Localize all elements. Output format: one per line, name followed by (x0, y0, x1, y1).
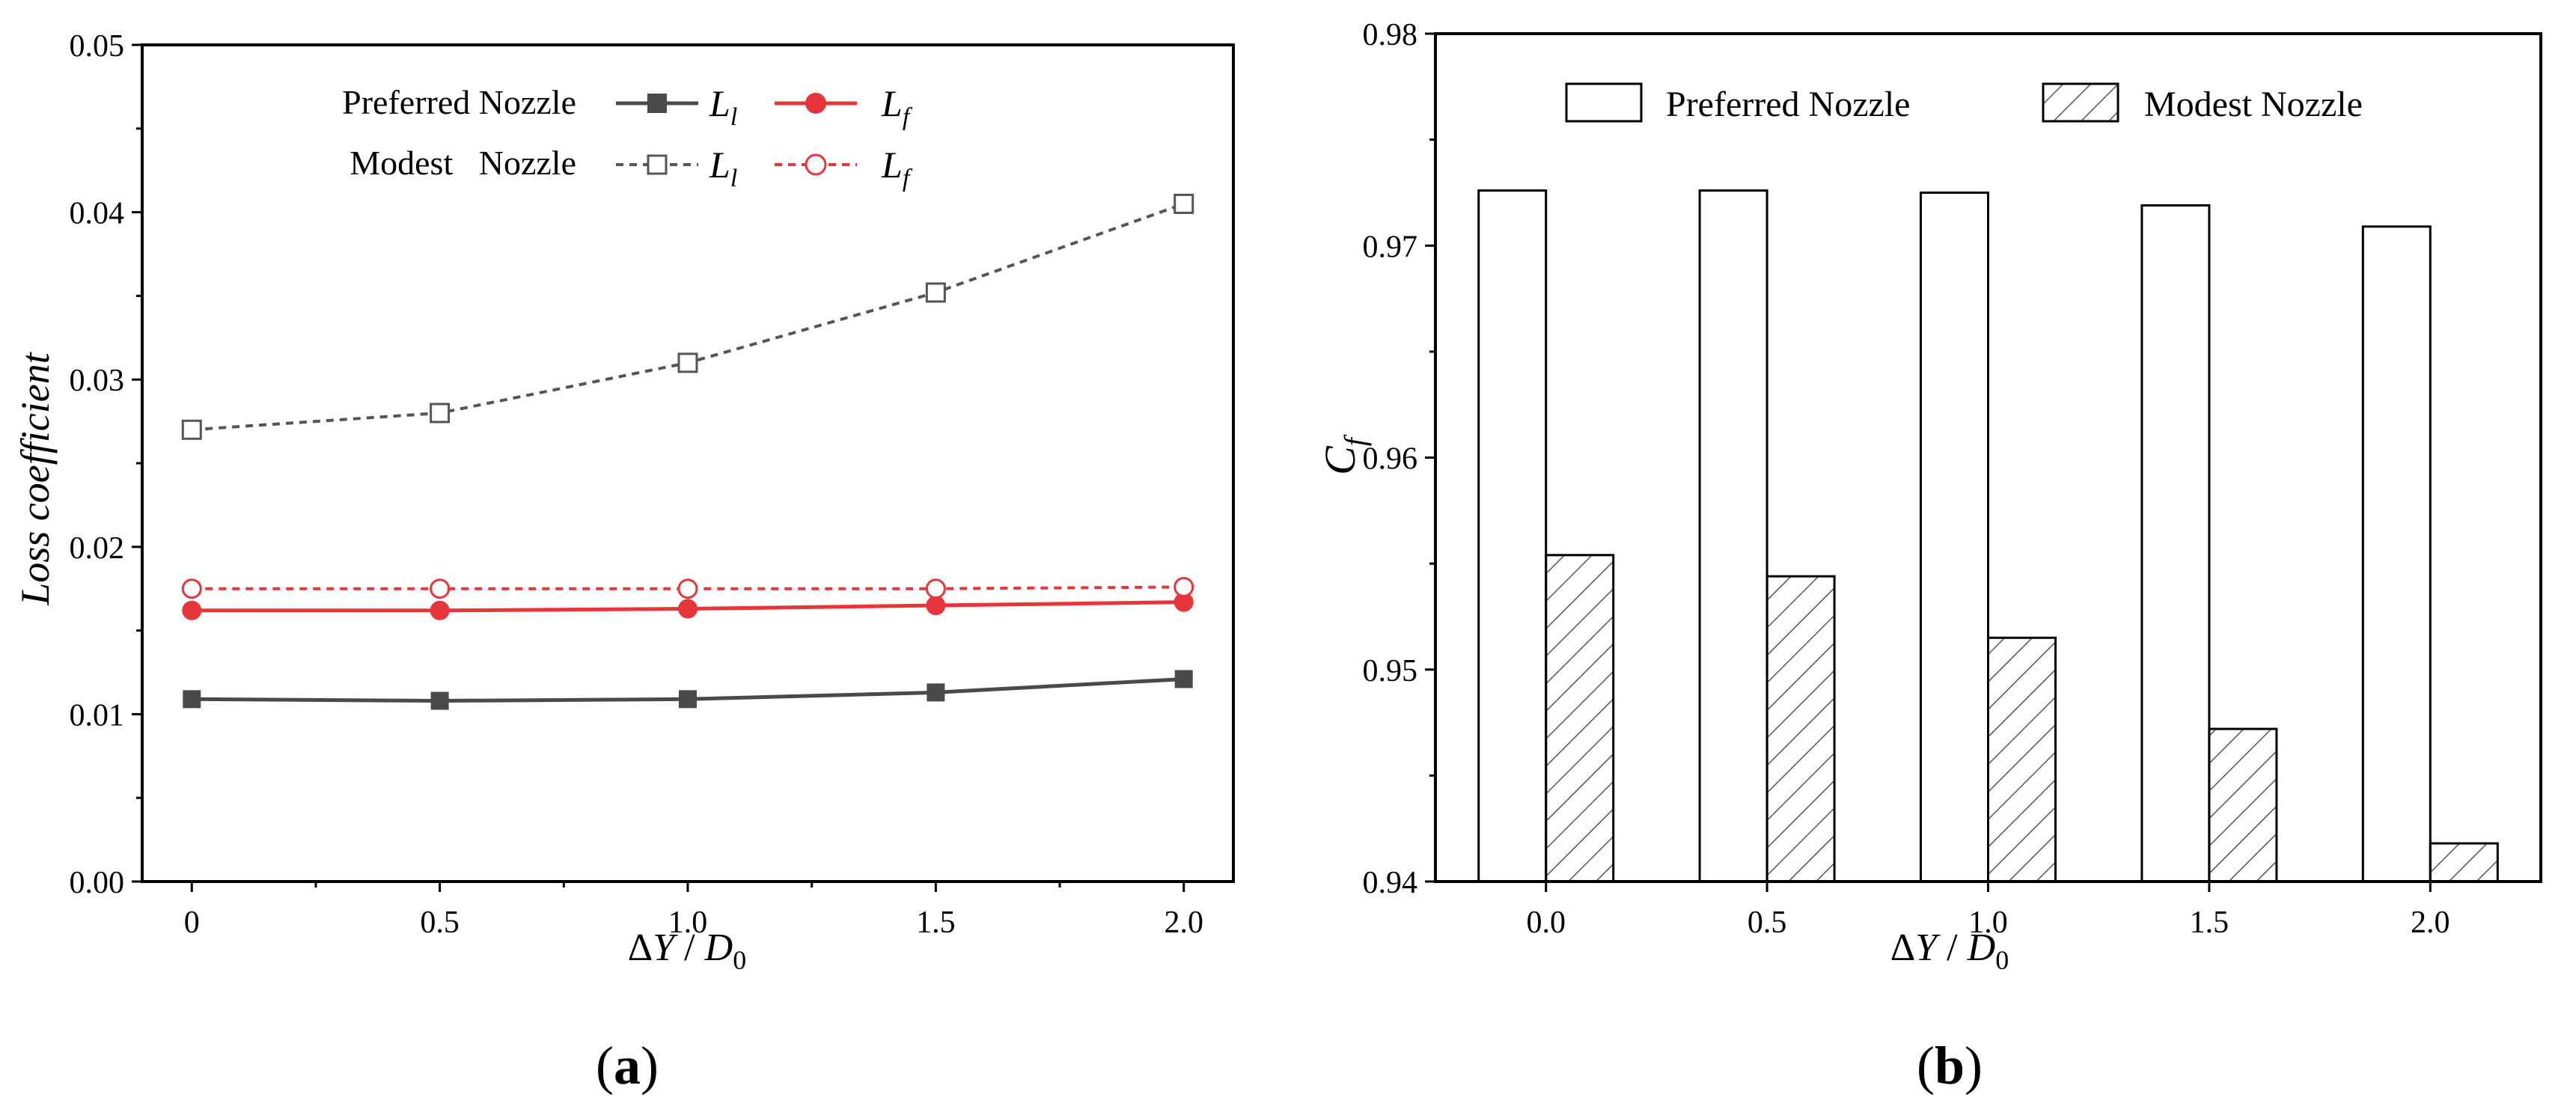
series-line (192, 202, 1185, 432)
bar-preferred-1.5 (2140, 204, 2211, 883)
x-tick-label: 0 (184, 905, 200, 940)
x-tick-label: 1.0 (668, 905, 708, 940)
y-tick-label: 0.05 (70, 29, 125, 64)
panel-b-caption: (b) (1917, 1036, 1983, 1096)
bar-preferred-2.0 (2361, 225, 2432, 883)
legend-preferred-lf-symbol (775, 93, 857, 114)
data-point (679, 690, 697, 709)
legend-preferred-ll-label: Ll (709, 82, 737, 131)
series-line (192, 585, 1184, 590)
bar-modest-2.0 (2429, 842, 2499, 883)
legend-preferred-lf-label: Lf (881, 82, 913, 131)
y-tick-label: 0.97 (1363, 230, 1418, 264)
x-tick-label: 0.0 (1526, 905, 1566, 940)
data-point (1173, 193, 1194, 214)
data-point (1174, 670, 1193, 688)
legend-group-preferred: Preferred Nozzle (342, 83, 576, 121)
panel-a-series (181, 193, 1194, 710)
panel-b-x-ticks: 0.0 0.5 1.0 1.5 2.0 (1526, 882, 2450, 940)
y-tick-label: 0.98 (1363, 18, 1418, 52)
data-point (182, 600, 202, 620)
data-point (1173, 592, 1194, 612)
y-tick-label: 0.95 (1363, 654, 1418, 688)
x-tick-label: 2.0 (1164, 905, 1203, 940)
panel-a-plot-frame (141, 43, 1235, 883)
panel-b-y-axis-label: Cf (1316, 434, 1372, 475)
bar-preferred-0.0 (1477, 189, 1548, 883)
legend-modest-label: Modest Nozzle (2144, 85, 2363, 124)
panel-a-x-axis-label: ΔY / D0 (628, 926, 746, 975)
y-tick-label: 0.02 (70, 531, 125, 566)
panel-a-y-axis-label: Loss coefficient (13, 351, 58, 605)
bar-preferred-0.5 (1698, 189, 1768, 883)
legend-modest-ll-label: Ll (709, 144, 737, 192)
data-point (677, 578, 698, 599)
series-preferred-nozzle-l-l (183, 670, 1193, 710)
series-preferred-nozzle-l-f (182, 592, 1194, 620)
y-tick-label: 0.04 (70, 197, 125, 231)
data-point (925, 282, 946, 303)
legend-modest-ll-symbol (616, 154, 698, 175)
panel-b-bars (1477, 189, 2499, 883)
x-tick-label: 1.0 (1968, 905, 2008, 940)
y-tick-label: 0.96 (1363, 442, 1418, 477)
panel-b-bar-chart: 0.94 0.95 0.96 0.97 0.98 0.0 0.5 1.0 1.5 2.0 Pre… (1316, 18, 2542, 1096)
legend-preferred-swatch (1565, 82, 1643, 123)
data-point (927, 683, 945, 702)
x-tick-label: 1.5 (916, 905, 956, 940)
data-point (430, 578, 451, 599)
data-point (1173, 576, 1194, 597)
legend-preferred-ll-symbol (616, 94, 698, 113)
x-tick-label: 0.5 (1748, 905, 1787, 940)
panel-a-line-chart: 0.00 0.01 0.02 0.03 0.04 0.05 0 0.5 1.0 1.5 2.0 P… (13, 29, 1235, 1096)
series-modest-nozzle-l-l (181, 193, 1194, 440)
panel-a-y-ticks: 0.00 0.01 0.02 0.03 0.04 0.05 (70, 29, 142, 900)
series-modest-nozzle-l-f (181, 576, 1194, 599)
y-tick-label: 0.03 (70, 364, 125, 398)
panel-a-legend: Preferred Nozzle Modest Nozzle Ll Lf Ll (342, 82, 913, 192)
bar-modest-0.0 (1545, 554, 1615, 883)
y-tick-label: 0.00 (70, 866, 125, 900)
bar-modest-0.5 (1765, 575, 1836, 883)
data-point (181, 578, 202, 599)
legend-modest-lf-symbol (775, 153, 857, 176)
x-tick-label: 0.5 (420, 905, 460, 940)
data-point (430, 691, 449, 710)
data-point (183, 690, 201, 709)
data-point (430, 600, 450, 620)
bar-preferred-1.0 (1920, 191, 1989, 883)
panel-b-y-ticks: 0.94 0.95 0.96 0.97 0.98 (1363, 18, 1435, 900)
y-tick-label: 0.94 (1363, 866, 1418, 900)
legend-modest-swatch (2042, 82, 2119, 123)
x-tick-label: 2.0 (2411, 905, 2450, 940)
panel-a-x-ticks: 0 0.5 1.0 1.5 2.0 (184, 882, 1203, 940)
data-point (430, 403, 451, 424)
panel-b-x-axis-label: ΔY / D0 (1890, 926, 2009, 975)
x-tick-label: 1.5 (2190, 905, 2229, 940)
panel-a-caption: (a) (596, 1036, 659, 1096)
data-point (677, 352, 698, 373)
bar-modest-1.5 (2208, 727, 2278, 883)
y-tick-label: 0.01 (70, 698, 125, 733)
legend-preferred-label: Preferred Nozzle (1666, 85, 1910, 124)
data-point (926, 596, 946, 616)
data-point (181, 419, 202, 440)
data-point (678, 599, 698, 619)
panel-b-legend: Preferred Nozzle Modest Nozzle (1565, 82, 2363, 124)
bar-modest-1.0 (1987, 636, 2057, 883)
data-point (925, 578, 946, 599)
legend-group-modest: Modest Nozzle (350, 144, 576, 182)
legend-modest-lf-label: Lf (881, 144, 913, 192)
